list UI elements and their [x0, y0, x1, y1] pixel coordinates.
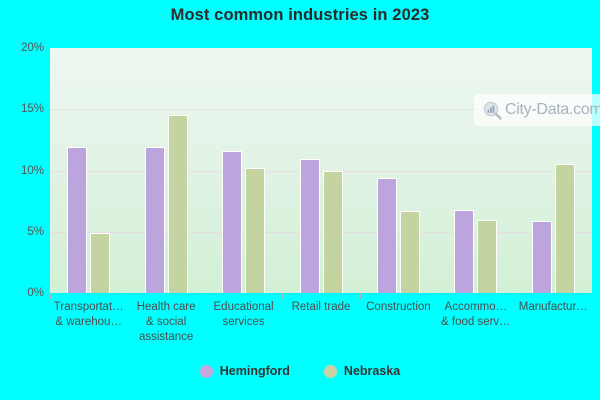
- x-tick-label: Transportat… & warehou…: [53, 301, 124, 328]
- legend-label: Nebraska: [343, 364, 401, 378]
- bar[interactable]: [554, 164, 575, 293]
- legend-swatch-icon: [323, 364, 337, 378]
- x-tick-label: Retail trade: [291, 301, 351, 313]
- legend-swatch-icon: [199, 364, 213, 378]
- bar[interactable]: [376, 177, 397, 293]
- bar[interactable]: [399, 210, 420, 293]
- bar[interactable]: [67, 147, 88, 293]
- bar[interactable]: [90, 232, 111, 293]
- y-tick-label: 10%: [20, 164, 44, 177]
- bar[interactable]: [454, 209, 475, 293]
- x-axis-tick: [282, 293, 284, 299]
- y-tick-label: 0%: [27, 287, 44, 299]
- magnifier-bars-icon: [483, 101, 502, 120]
- chart-title: Most common industries in 2023: [170, 6, 430, 24]
- legend-item[interactable]: Nebraska: [323, 364, 401, 378]
- bar[interactable]: [222, 150, 243, 293]
- bar[interactable]: [144, 147, 165, 293]
- bar[interactable]: [322, 170, 343, 293]
- x-axis-tick: [359, 293, 361, 299]
- bar[interactable]: [245, 168, 266, 293]
- gridline: [50, 109, 592, 111]
- bar[interactable]: [167, 115, 188, 293]
- y-tick-label: 5%: [27, 225, 44, 238]
- plot-area: City-Data.com: [50, 48, 600, 293]
- bar[interactable]: [299, 159, 320, 293]
- watermark: City-Data.com: [474, 94, 600, 126]
- x-tick-label: Construction: [366, 301, 431, 313]
- x-tick-label: Health care & social assistance: [136, 301, 196, 343]
- watermark-text: City-Data.com: [505, 101, 600, 118]
- x-axis-tick: [514, 293, 516, 299]
- x-tick-label: Educational services: [213, 301, 274, 328]
- x-axis-tick: [127, 293, 129, 299]
- y-tick-label: 20%: [20, 42, 44, 54]
- x-axis-tick: [50, 293, 51, 299]
- chart-legend: Hemingford Nebraska: [0, 364, 600, 378]
- x-axis-tick: [204, 293, 206, 299]
- x-tick-label: Accommo… & food serv…: [441, 301, 511, 328]
- gridline: [50, 231, 592, 233]
- x-axis-tick: [591, 293, 592, 299]
- legend-item[interactable]: Hemingford: [199, 364, 290, 378]
- bar[interactable]: [531, 220, 552, 293]
- x-axis: Transportat… & warehou… Health care & soc…: [50, 293, 592, 353]
- bar[interactable]: [477, 219, 498, 293]
- x-tick-label: Manufactur…: [518, 301, 588, 313]
- legend-label: Hemingford: [219, 364, 290, 378]
- x-axis-tick: [437, 293, 439, 299]
- gridline: [50, 170, 592, 172]
- y-tick-label: 15%: [20, 103, 44, 116]
